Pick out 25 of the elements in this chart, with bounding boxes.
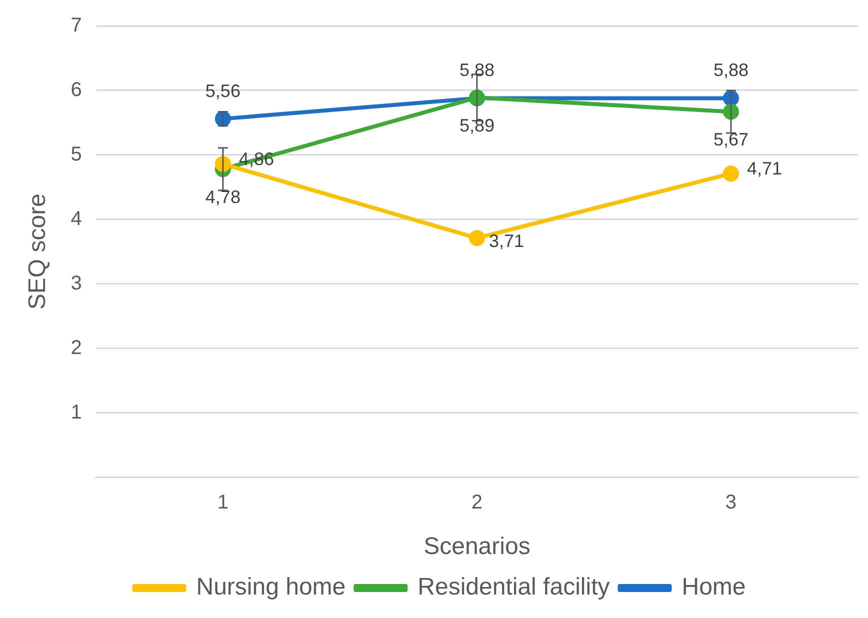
y-tick-label: 4 <box>70 208 82 230</box>
x-axis-title: Scenarios <box>424 533 530 560</box>
data-label: 4,71 <box>746 158 782 179</box>
point <box>468 230 485 246</box>
data-label: 5,67 <box>713 130 749 150</box>
data-label: 4,78 <box>205 187 240 208</box>
y-tick-label: 1 <box>70 401 82 424</box>
y-tick-label: 7 <box>70 14 82 37</box>
data-label: 5,88 <box>713 60 749 80</box>
y-axis-title: SEQ score <box>24 194 52 310</box>
legend-label: Home <box>682 574 746 601</box>
data-label: 3,71 <box>488 231 524 252</box>
x-tick-label: 2 <box>471 492 483 514</box>
legend-label: Nursing home <box>196 574 346 601</box>
point <box>722 166 739 182</box>
y-tick-label: 2 <box>70 336 82 359</box>
x-tick-label: 1 <box>217 492 228 514</box>
y-tick-label: 5 <box>70 143 82 166</box>
x-tick-label: 3 <box>725 492 737 514</box>
legend-label: Residential facility <box>418 574 610 601</box>
y-tick-label: 3 <box>70 272 82 294</box>
data-label: 5,89 <box>459 116 494 136</box>
data-label: 5,88 <box>459 60 494 80</box>
y-tick-label: 6 <box>70 78 82 101</box>
data-label: 5,56 <box>205 80 240 101</box>
